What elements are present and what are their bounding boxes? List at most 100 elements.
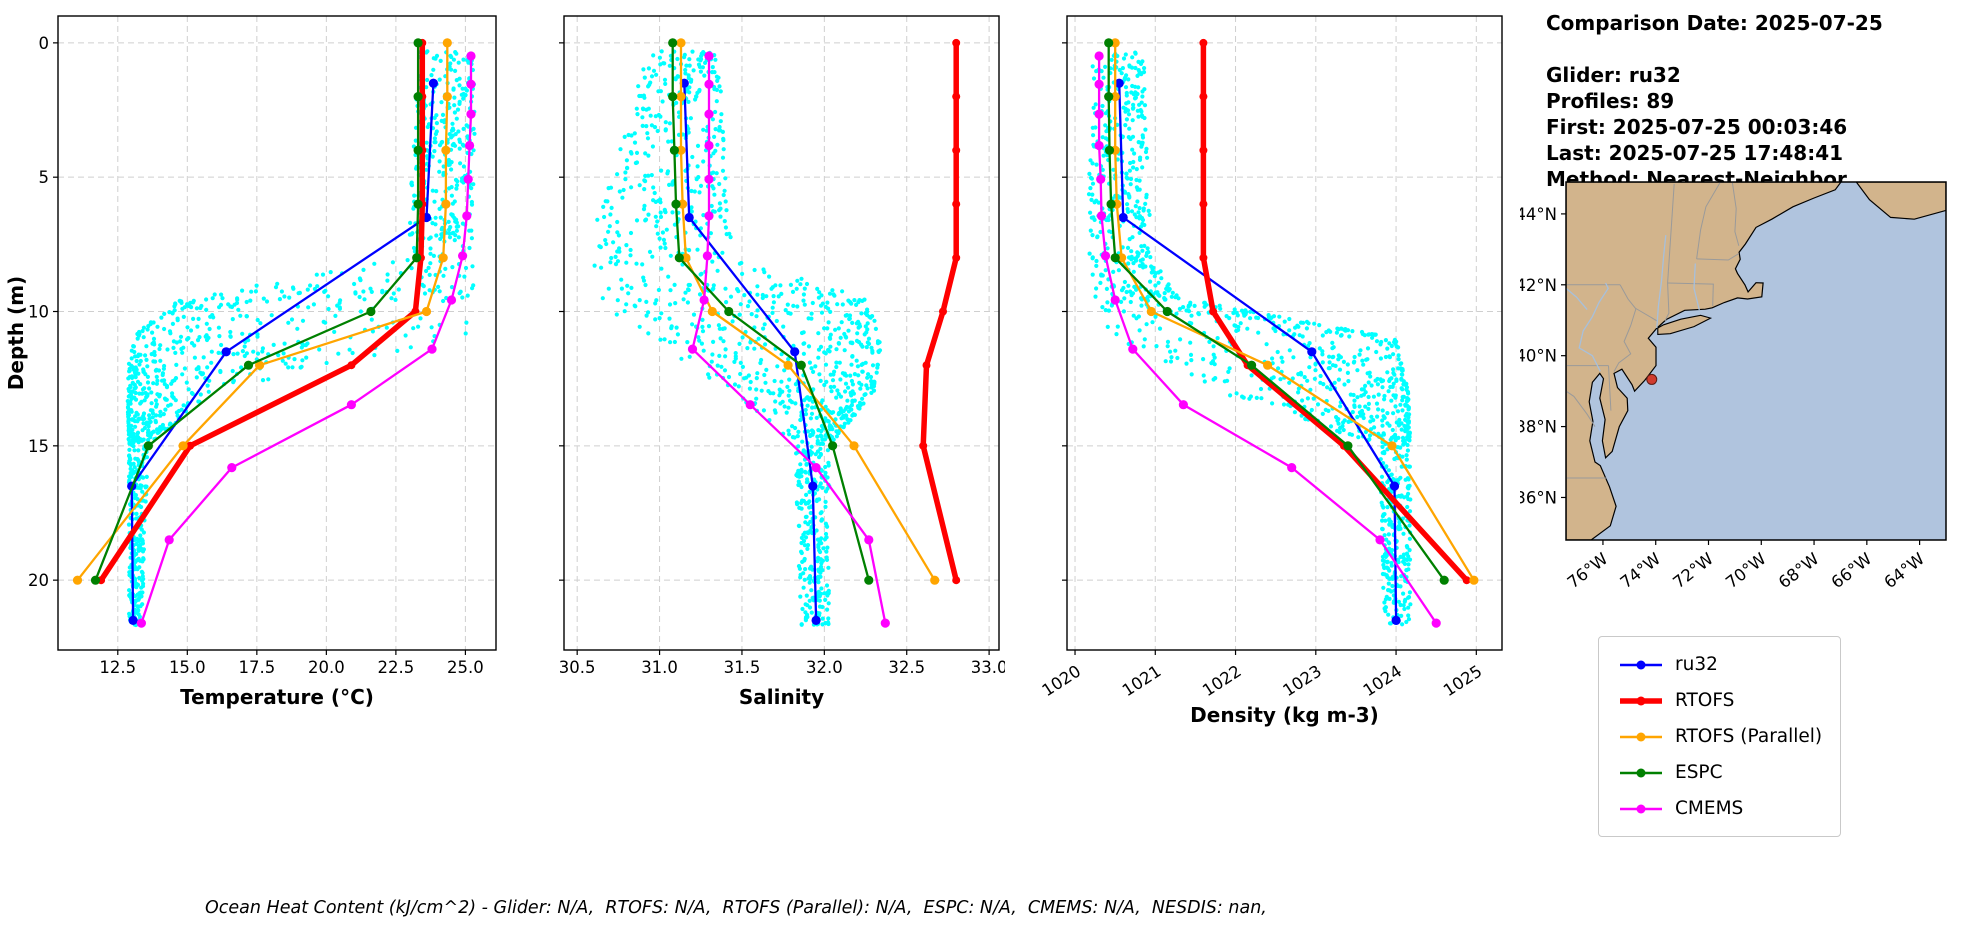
state-border xyxy=(1635,308,1658,322)
comparison-date-text: Comparison Date: 2025-07-25 xyxy=(1546,11,1883,35)
svg-text:32.5: 32.5 xyxy=(888,658,925,677)
svg-text:0: 0 xyxy=(39,34,50,53)
glider-location-marker xyxy=(1646,373,1658,385)
legend: ru32 RTOFS RTOFS (Parallel) ESPC CMEMS xyxy=(1598,636,1842,837)
series-cmems xyxy=(1094,51,1441,628)
density-axis-label: Density (kg m-3) xyxy=(1190,703,1379,727)
series-cmems xyxy=(136,51,476,628)
legend-item-rtofs: RTOFS xyxy=(1617,687,1822,714)
tick-labels: 12.5 15.0 17.5 20.0 22.5 25.0 0 5 10 15 20 xyxy=(28,34,484,677)
profiles-text: Profiles: 89 xyxy=(1546,89,1675,113)
salinity-panel: 30.5 31.0 31.5 32.0 32.5 33.0 Salinity xyxy=(559,15,1005,709)
state-border xyxy=(1731,182,1740,246)
last-profile-text: Last: 2025-07-25 17:48:41 xyxy=(1546,141,1844,165)
legend-swatch xyxy=(1620,804,1662,813)
svg-text:31.0: 31.0 xyxy=(641,658,678,677)
legend-item-espc: ESPC xyxy=(1617,759,1822,786)
svg-text:1021: 1021 xyxy=(1119,661,1165,700)
svg-text:44°N: 44°N xyxy=(1520,205,1557,224)
mainland-coast xyxy=(1566,182,1842,540)
series-rtofs-parallel- xyxy=(72,38,452,585)
svg-text:36°N: 36°N xyxy=(1520,488,1557,507)
legend-swatch xyxy=(1620,696,1662,705)
info-panel: Comparison Date: 2025-07-25 Glider: ru32… xyxy=(1546,10,1883,192)
series-rtofs-parallel- xyxy=(676,38,940,585)
map-layers xyxy=(1566,182,1946,540)
svg-text:1023: 1023 xyxy=(1279,661,1325,700)
legend-label: RTOFS (Parallel) xyxy=(1675,726,1823,747)
series-espc xyxy=(90,38,423,585)
legend-label: ru32 xyxy=(1675,654,1718,675)
series-cmems xyxy=(687,51,890,628)
nova-scotia xyxy=(1855,182,1946,220)
svg-text:30.5: 30.5 xyxy=(559,658,596,677)
svg-text:33.0: 33.0 xyxy=(971,658,1005,677)
plot-background xyxy=(58,16,496,650)
svg-text:76°W: 76°W xyxy=(1564,549,1612,592)
series-rtofs xyxy=(919,38,961,585)
svg-text:40°N: 40°N xyxy=(1520,347,1557,366)
series-ru32 xyxy=(1114,78,1401,626)
svg-text:72°W: 72°W xyxy=(1669,549,1717,592)
tick-labels: 30.5 31.0 31.5 32.0 32.5 33.0 xyxy=(559,42,1005,677)
river xyxy=(1578,282,1609,372)
axes-frame xyxy=(57,15,497,651)
glider-text: Glider: ru32 xyxy=(1546,63,1681,87)
state-border xyxy=(1608,365,1612,411)
river xyxy=(1693,263,1700,311)
svg-text:74°W: 74°W xyxy=(1617,549,1665,592)
svg-text:32.0: 32.0 xyxy=(806,658,843,677)
svg-text:68°W: 68°W xyxy=(1775,549,1823,592)
series-ru32 xyxy=(679,78,821,626)
first-profile-text: First: 2025-07-25 00:03:46 xyxy=(1546,115,1848,139)
state-border xyxy=(1667,282,1714,285)
svg-text:1022: 1022 xyxy=(1199,661,1245,700)
svg-text:31.5: 31.5 xyxy=(724,658,761,677)
y-axis-label: Depth (m) xyxy=(4,275,28,391)
state-border xyxy=(1664,183,1675,322)
state-border xyxy=(1712,284,1714,307)
svg-text:38°N: 38°N xyxy=(1520,418,1557,437)
svg-text:5: 5 xyxy=(39,168,50,187)
long-island xyxy=(1657,314,1713,335)
river xyxy=(1566,287,1588,311)
legend-label: RTOFS xyxy=(1675,690,1735,711)
state-border xyxy=(1696,253,1740,261)
legend-swatch xyxy=(1620,768,1662,777)
series-espc xyxy=(1104,38,1449,585)
temperature-axis-label: Temperature (°C) xyxy=(180,685,374,709)
map-frame xyxy=(1565,181,1947,541)
svg-text:20: 20 xyxy=(28,571,49,590)
axes-frame xyxy=(1066,15,1503,651)
state-border xyxy=(1566,390,1596,427)
river xyxy=(1656,235,1667,329)
svg-text:15.0: 15.0 xyxy=(169,658,206,677)
info-spacer xyxy=(1546,36,1883,62)
svg-text:20.0: 20.0 xyxy=(308,658,345,677)
grid xyxy=(564,16,999,650)
svg-text:17.5: 17.5 xyxy=(238,658,275,677)
plot-background xyxy=(564,16,999,650)
temperature-panel: 12.5 15.0 17.5 20.0 22.5 25.0 0 5 10 15 20 Temperat… xyxy=(28,15,497,709)
svg-text:42°N: 42°N xyxy=(1520,276,1557,295)
svg-text:15: 15 xyxy=(28,437,49,456)
series-espc xyxy=(668,38,874,585)
grid xyxy=(1067,16,1502,650)
legend-item-rtofs-parallel-: RTOFS (Parallel) xyxy=(1617,723,1822,750)
svg-text:10: 10 xyxy=(28,303,49,322)
legend-swatch xyxy=(1620,660,1662,669)
density-panel: 1020 1021 1022 1023 1024 1025 Density (kg m-3) xyxy=(1039,15,1503,727)
svg-text:1025: 1025 xyxy=(1440,661,1486,700)
legend-swatch xyxy=(1620,732,1662,741)
state-border xyxy=(1613,284,1637,372)
legend-item-ru32: ru32 xyxy=(1617,651,1822,678)
svg-text:66°W: 66°W xyxy=(1828,549,1876,592)
legend-label: ESPC xyxy=(1675,762,1723,783)
svg-text:64°W: 64°W xyxy=(1880,549,1928,592)
ohc-caption: Ocean Heat Content (kJ/cm^2) - Glider: N… xyxy=(205,898,1267,918)
axes-frame xyxy=(563,15,1000,651)
legend-item-cmems: CMEMS xyxy=(1617,795,1822,822)
svg-text:1020: 1020 xyxy=(1039,661,1085,700)
salinity-axis-label: Salinity xyxy=(739,685,824,709)
